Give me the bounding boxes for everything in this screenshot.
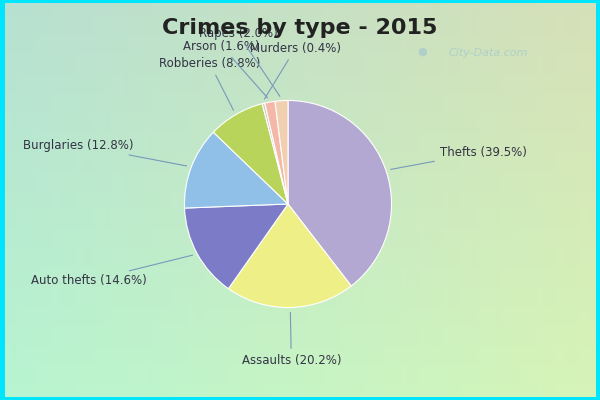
Text: Murders (0.4%): Murders (0.4%)	[250, 42, 341, 99]
Text: Arson (1.6%): Arson (1.6%)	[183, 40, 268, 98]
Text: Thefts (39.5%): Thefts (39.5%)	[391, 146, 527, 170]
Text: Rapes (2.0%): Rapes (2.0%)	[199, 27, 280, 96]
Wedge shape	[185, 204, 288, 289]
Text: Assaults (20.2%): Assaults (20.2%)	[242, 312, 341, 367]
Text: Auto thefts (14.6%): Auto thefts (14.6%)	[31, 255, 193, 287]
Wedge shape	[184, 132, 288, 208]
Text: Burglaries (12.8%): Burglaries (12.8%)	[23, 139, 187, 166]
Wedge shape	[262, 103, 288, 204]
Wedge shape	[214, 104, 288, 204]
Wedge shape	[275, 100, 288, 204]
Text: Robberies (8.8%): Robberies (8.8%)	[159, 57, 260, 110]
Wedge shape	[265, 101, 288, 204]
Text: City-Data.com: City-Data.com	[449, 48, 528, 58]
Wedge shape	[229, 204, 351, 308]
Text: ●: ●	[417, 47, 427, 57]
Wedge shape	[288, 100, 392, 286]
Text: Crimes by type - 2015: Crimes by type - 2015	[163, 18, 437, 38]
